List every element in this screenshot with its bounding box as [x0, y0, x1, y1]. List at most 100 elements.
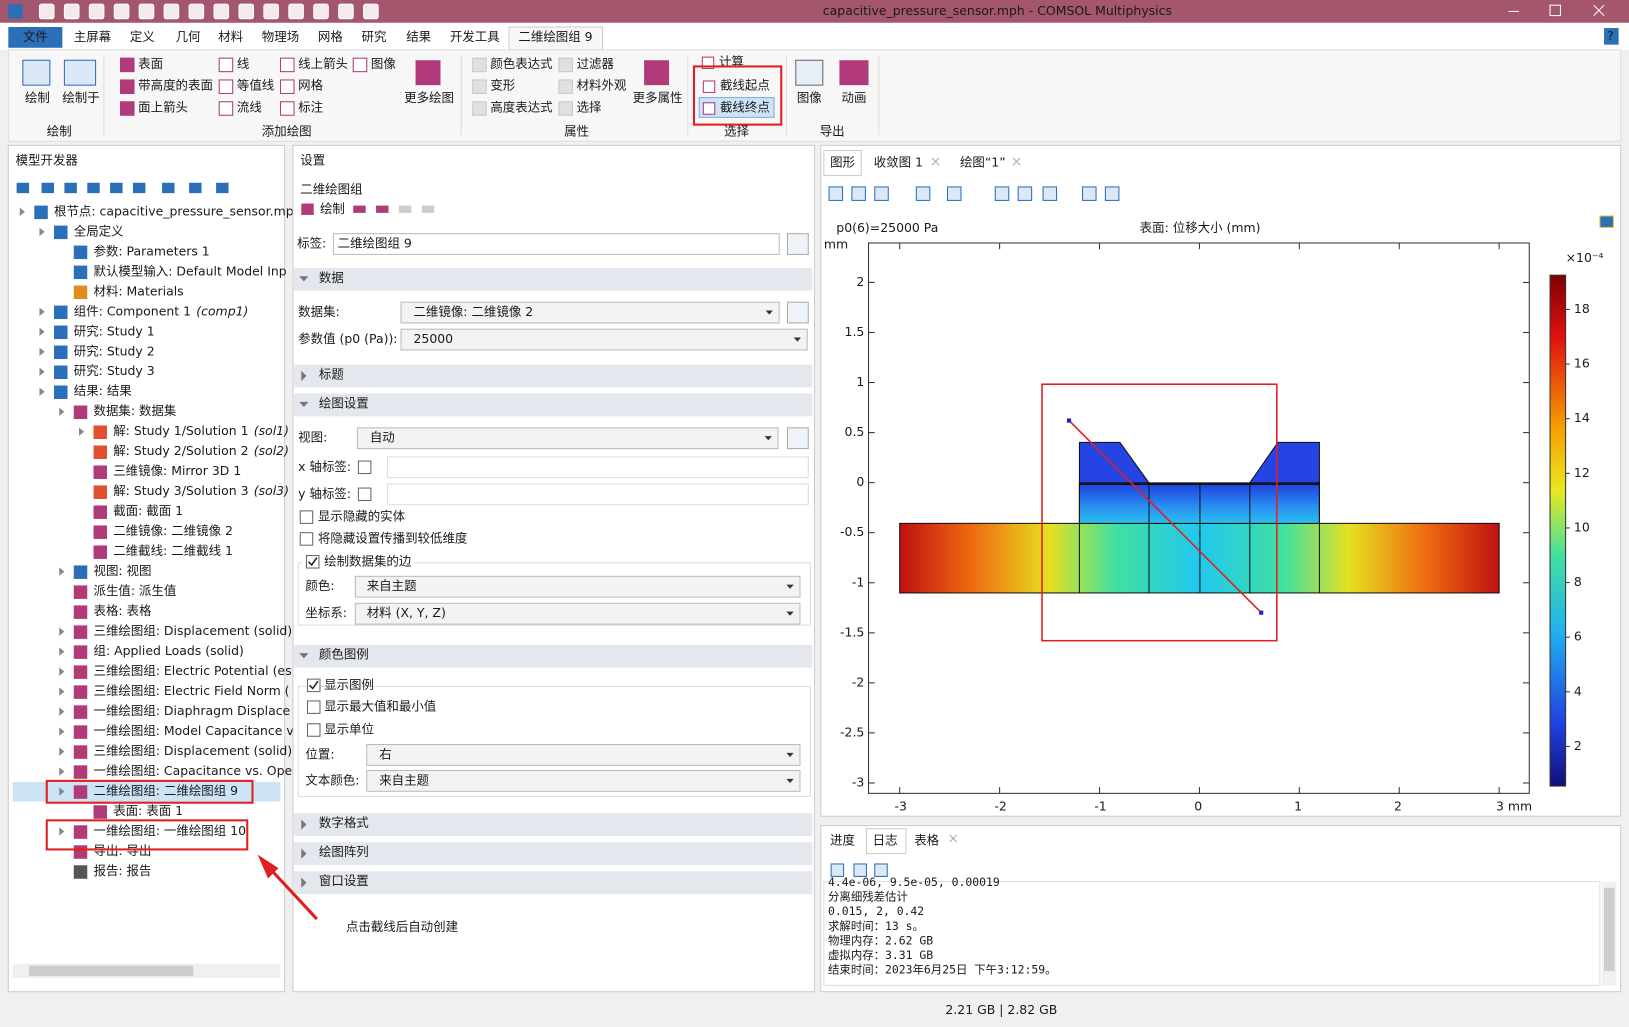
ribbon-button[interactable]: 更多绘图	[404, 90, 454, 105]
ribbon-button[interactable]: 绘制于	[62, 90, 99, 105]
ribbon-item[interactable]: 过滤器	[577, 56, 615, 71]
log-tab[interactable]: 进度	[830, 833, 855, 848]
tree-item[interactable]: 研究: Study 3	[74, 363, 155, 378]
tree-item[interactable]: 三维绘图组: Electric Field Norm (	[94, 683, 290, 698]
graphics-toolbar-icon[interactable]	[1082, 186, 1097, 201]
tree-scrollbar-thumb[interactable]	[29, 965, 194, 977]
nav-icon[interactable]	[376, 205, 389, 213]
tree-expander[interactable]	[59, 727, 65, 736]
menu-tab[interactable]: 二维绘图组 9	[518, 29, 592, 44]
checkbox[interactable]	[306, 678, 321, 693]
graphics-toolbar-icon[interactable]	[946, 186, 962, 201]
quick-access-icon[interactable]	[88, 3, 105, 20]
quick-access-icon[interactable]	[363, 3, 379, 20]
graphics-tab[interactable]: 收敛图 1	[874, 155, 923, 170]
quick-access-icon[interactable]	[188, 3, 205, 20]
quick-access-icon[interactable]	[263, 3, 279, 20]
log-tab[interactable]: 表格	[914, 833, 939, 848]
toolbar-icon[interactable]	[110, 182, 123, 194]
menu-tab[interactable]: 研究	[362, 29, 387, 44]
ribbon-item[interactable]: 高度表达式	[490, 99, 553, 114]
toolbar-icon[interactable]	[87, 182, 100, 194]
ribbon-item[interactable]: 变形	[490, 78, 515, 93]
tree-item[interactable]: 参数: Parameters 1	[94, 243, 210, 258]
graphics-toolbar-icon[interactable]	[1104, 186, 1120, 201]
tree-item[interactable]: 二维绘图组: 二维绘图组 9	[94, 783, 239, 798]
tree-expander[interactable]	[39, 227, 45, 236]
menu-tab[interactable]: 主屏幕	[74, 29, 112, 44]
section-header[interactable]	[294, 813, 813, 836]
tree-item[interactable]: 二维截线: 二维截线 1	[113, 543, 233, 558]
tree-expander[interactable]	[59, 667, 65, 676]
tree-item[interactable]: 一维绘图组: Diaphragm Displace	[94, 703, 291, 718]
graphics-toolbar-icon[interactable]	[874, 186, 889, 201]
section-title[interactable]: 数字格式	[319, 815, 369, 830]
field-button[interactable]	[786, 427, 809, 450]
tree-expander[interactable]	[39, 347, 45, 356]
nav-icon[interactable]	[353, 205, 366, 213]
graphics-toolbar-icon[interactable]	[851, 186, 866, 201]
quick-access-icon[interactable]	[38, 3, 55, 20]
graphics-toolbar-icon[interactable]	[994, 186, 1010, 201]
tree-item[interactable]: 三维镜像: Mirror 3D 1	[113, 463, 241, 478]
checkbox[interactable]	[306, 723, 321, 737]
toolbar-icon[interactable]	[41, 182, 55, 194]
tree-item[interactable]: 表面: 表面 1	[113, 803, 183, 818]
tree-expander[interactable]	[59, 647, 65, 656]
quick-access-icon[interactable]	[63, 3, 80, 20]
graphics-tab[interactable]: 绘图“1”	[960, 155, 1006, 170]
quick-access-icon[interactable]	[213, 3, 230, 20]
ribbon-item[interactable]: 表面	[138, 56, 163, 71]
text-input[interactable]	[332, 233, 780, 255]
toolbar-icon[interactable]	[132, 182, 146, 194]
nav-icon[interactable]	[398, 205, 412, 213]
tree-expander[interactable]	[59, 627, 65, 636]
ribbon-item[interactable]: 截线终点	[720, 99, 770, 114]
section-title[interactable]: 绘图阵列	[319, 844, 369, 859]
tree-item[interactable]: 派生值: 派生值	[94, 583, 177, 598]
tree-item[interactable]: 三维绘图组: Displacement (solid)	[94, 623, 293, 638]
checkbox[interactable]	[357, 460, 372, 475]
field-button[interactable]	[786, 301, 809, 324]
checkbox[interactable]	[357, 487, 372, 502]
section-title[interactable]: 绘图设置	[319, 395, 369, 410]
tree-item[interactable]: 三维绘图组: Displacement (solid)	[94, 743, 293, 758]
tree-expander[interactable]	[39, 387, 45, 396]
ribbon-item[interactable]: 选择	[577, 99, 602, 114]
tree-expander[interactable]	[78, 427, 85, 436]
quick-access-icon[interactable]	[338, 3, 354, 20]
checkbox[interactable]	[299, 532, 314, 546]
position-select[interactable]	[366, 744, 801, 766]
ribbon-button[interactable]: 绘制	[25, 90, 50, 105]
section-title[interactable]: 颜色图例	[319, 647, 369, 662]
toolbar-icon[interactable]	[64, 182, 77, 194]
tree-item[interactable]: 根节点: capacitive_pressure_sensor.mph	[54, 203, 302, 218]
graphics-tab[interactable]: 图形	[830, 155, 855, 170]
view-select[interactable]	[356, 427, 779, 450]
quick-access-icon[interactable]	[138, 3, 155, 20]
tree-expander[interactable]	[59, 687, 65, 696]
ribbon-item[interactable]: 标注	[298, 99, 323, 114]
checkbox[interactable]	[299, 510, 314, 524]
ribbon-item[interactable]: 材料外观	[577, 78, 627, 93]
tree-item[interactable]: 导出: 导出	[94, 843, 152, 858]
tree-expander[interactable]	[39, 367, 45, 376]
checkbox[interactable]	[306, 700, 321, 714]
ribbon-item[interactable]: 图像	[371, 56, 396, 71]
checkbox[interactable]	[305, 555, 320, 569]
tree-expander[interactable]	[59, 767, 65, 776]
tree-item[interactable]: 全局定义	[74, 223, 124, 238]
tree-expander[interactable]	[59, 747, 65, 756]
tree-item[interactable]: 视图: 视图	[94, 563, 152, 578]
tree-item[interactable]: 组件: Component 1	[74, 303, 191, 318]
ribbon-button[interactable]: 更多属性	[633, 90, 683, 105]
section-title[interactable]: 数据	[319, 270, 344, 285]
ribbon-item[interactable]: 截线起点	[720, 78, 770, 93]
tree-item[interactable]: 结果: 结果	[74, 383, 132, 398]
tree-expander[interactable]	[39, 307, 45, 316]
graphics-toolbar-icon[interactable]	[1017, 186, 1033, 201]
log-scrollbar-thumb[interactable]	[1604, 887, 1615, 971]
tree-expander[interactable]	[59, 407, 65, 416]
tree-expander[interactable]	[39, 327, 45, 336]
tree-item[interactable]: 数据集: 数据集	[94, 403, 177, 418]
